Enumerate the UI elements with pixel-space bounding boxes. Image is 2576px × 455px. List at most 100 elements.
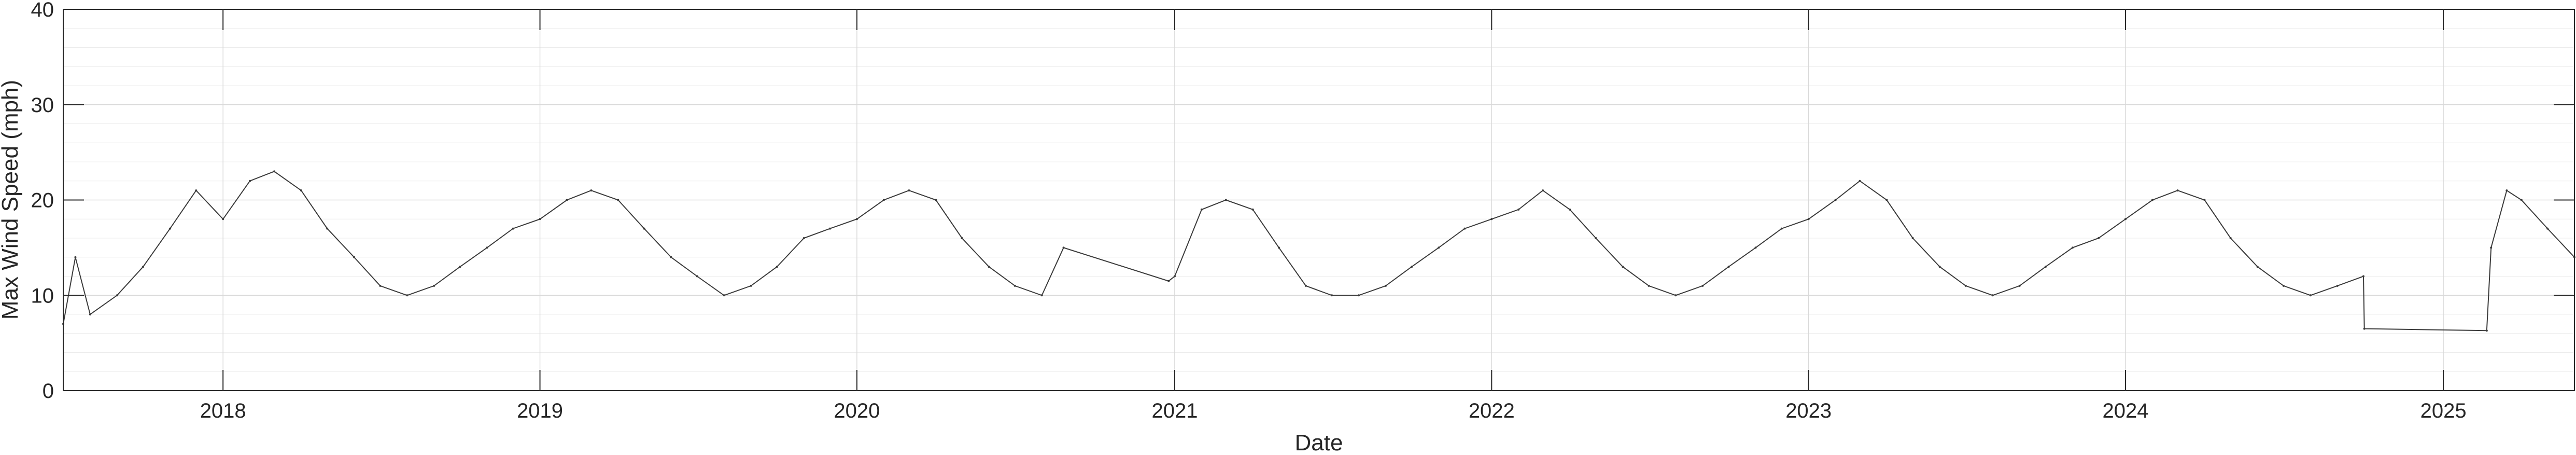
data-point [643,227,645,230]
data-point [1463,227,1466,230]
data-point [1542,189,1544,192]
data-point [300,189,302,192]
data-point [696,275,698,278]
data-point [2176,189,2179,192]
data-point [142,266,145,268]
data-point [2505,189,2508,192]
x-tick-label: 2019 [517,399,563,422]
data-point [1224,199,1227,201]
data-point [2256,266,2259,268]
data-point [1517,208,1520,211]
data-point [961,237,963,239]
data-point [723,294,725,297]
data-point [1938,266,1941,268]
x-tick-label: 2025 [2420,399,2467,422]
data-point [1622,266,1624,268]
x-axis-label: Date [1295,430,1343,455]
data-point [1013,284,1016,287]
data-point [2363,327,2366,330]
data-point [1173,275,1176,278]
data-point [1438,246,1440,249]
data-point [882,199,885,201]
data-point [353,256,356,258]
data-point [2309,294,2312,297]
data-point [1834,199,1837,201]
data-point [2336,284,2339,287]
data-point [1251,208,1254,211]
x-tick-label: 2021 [1151,399,1198,422]
data-point [2282,284,2285,287]
data-point [776,266,778,268]
data-point [273,170,276,173]
data-point [1358,294,1360,297]
data-point [2018,284,2021,287]
data-point [379,284,382,287]
series-line [63,171,2575,332]
data-point [1859,180,1861,182]
data-point [1384,284,1387,287]
data-point [169,227,172,230]
data-point [2203,199,2206,201]
data-point [590,189,593,192]
data-point [222,218,224,220]
data-point [2485,329,2488,332]
data-point [512,227,514,230]
y-tick-label: 0 [43,380,54,403]
data-point [1200,208,1203,211]
data-point [935,199,937,201]
data-point [828,227,831,230]
data-point [89,313,91,315]
data-point [539,218,541,220]
y-tick-label: 40 [31,0,54,21]
data-point [1595,237,1597,239]
data-point [1167,280,1170,282]
data-point [2229,237,2232,239]
data-point [617,199,620,201]
x-tick-label: 2020 [834,399,880,422]
data-point [1648,284,1650,287]
data-point [1062,246,1065,249]
data-point [1277,246,1280,249]
data-point [1727,266,1730,268]
grid [63,9,2574,391]
axis-ticks: 0 10 20 30 40 2018 2019 2020 2021 2022 2023 2024 202… [31,0,2574,422]
data-point [2546,227,2549,230]
data-point [1411,266,1413,268]
data-point [433,284,435,287]
y-tick-label: 30 [31,94,54,117]
data-point [2490,246,2493,249]
x-tick-label: 2023 [1785,399,1832,422]
data-point [195,189,198,192]
data-point [1040,294,1043,297]
data-point [2520,199,2523,201]
y-tick-label: 10 [31,284,54,307]
data-point [908,189,910,192]
data-point [249,180,251,182]
data-point [406,294,409,297]
data-point [1569,208,1571,211]
data-point [1780,227,1783,230]
data-point [670,256,672,258]
data-point [1964,284,1967,287]
data-point [988,266,990,268]
data-point [1885,199,1888,201]
data-point [1701,284,1704,287]
data-point [459,266,461,268]
data-point [2362,275,2364,278]
x-tick-label: 2024 [2103,399,2149,422]
x-tick-label: 2018 [200,399,246,422]
data-point [750,284,752,287]
data-point [803,237,805,239]
data-point [1304,284,1307,287]
data-point [1754,246,1757,249]
data-point [116,294,118,297]
y-tick-label: 20 [31,189,54,212]
data-point [1911,237,1914,239]
data-point [855,218,858,220]
series-line-group [62,170,2575,332]
data-point [1490,218,1493,220]
data-point [486,246,488,249]
data-point [2044,266,2047,268]
x-tick-label: 2022 [1469,399,1515,422]
